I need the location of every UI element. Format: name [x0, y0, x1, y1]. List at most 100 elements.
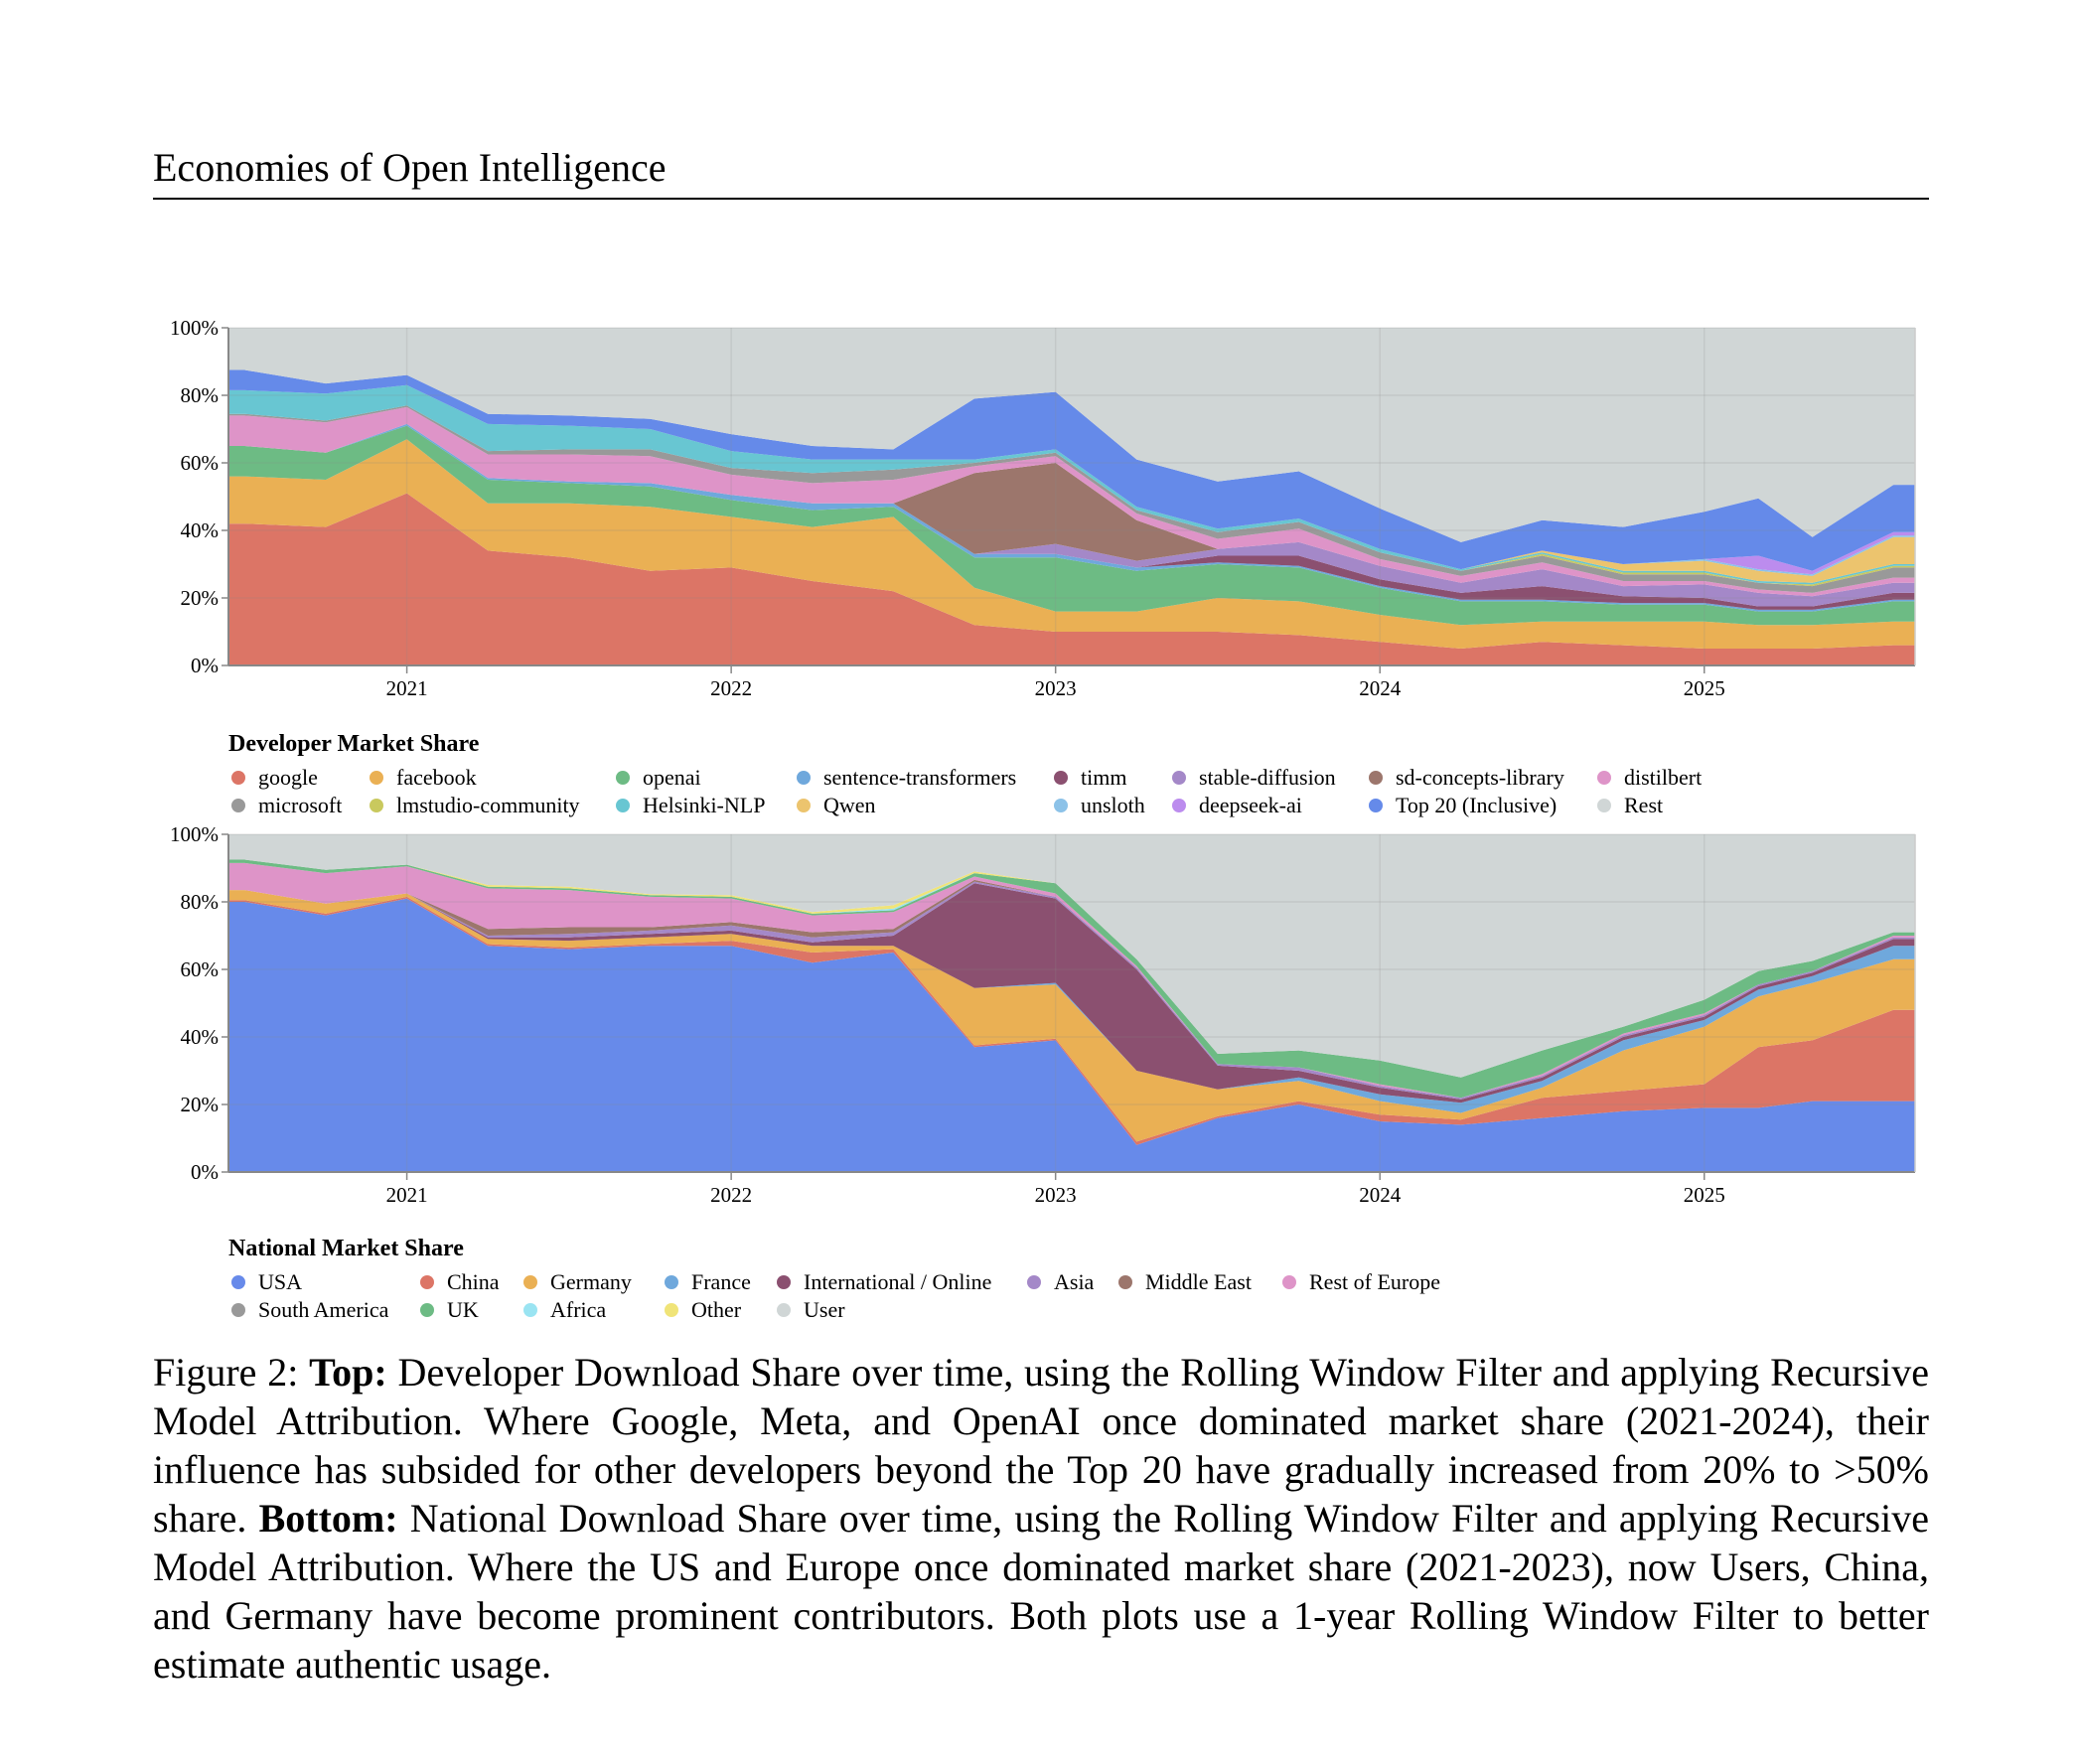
legend-item[interactable]: Asia	[1027, 1269, 1094, 1295]
x-tick-label: 2021	[386, 1183, 428, 1207]
caption-label: Figure 2:	[153, 1350, 310, 1395]
legend-swatch-icon	[231, 1303, 245, 1317]
legend-swatch-icon	[1369, 771, 1383, 785]
legend-label: sentence-transformers	[823, 765, 1017, 790]
y-tick-label: 100%	[170, 316, 219, 340]
legend-item[interactable]: Germany	[523, 1269, 632, 1295]
legend-label: Germany	[550, 1269, 632, 1294]
legend-label: microsoft	[258, 793, 343, 817]
x-tick-label: 2024	[1359, 676, 1402, 700]
area-microsoft	[228, 405, 1915, 593]
legend-item[interactable]: stable-diffusion	[1172, 765, 1336, 791]
area-facebook	[228, 439, 1915, 649]
legend-item[interactable]: sd-concepts-library	[1369, 765, 1564, 791]
area-france	[228, 890, 1915, 1113]
x-tick-label: 2023	[1035, 676, 1077, 700]
legend-item[interactable]: timm	[1054, 765, 1126, 791]
page-title: Economies of Open Intelligence	[153, 145, 667, 190]
area-uk	[228, 859, 1915, 1099]
legend-item[interactable]: microsoft	[231, 793, 342, 818]
legend-item[interactable]: Rest	[1597, 793, 1663, 818]
legend-swatch-icon	[1172, 799, 1186, 812]
legend-label: unsloth	[1081, 793, 1145, 817]
legend-item[interactable]: Rest of Europe	[1282, 1269, 1440, 1295]
legend-swatch-icon	[1027, 1275, 1041, 1289]
area-distilbert	[228, 406, 1915, 597]
y-tick-label: 60%	[181, 451, 220, 475]
area-usa	[228, 898, 1915, 1172]
legend-label: Rest	[1624, 793, 1664, 817]
legend-item[interactable]: facebook	[370, 765, 477, 791]
legend-label: stable-diffusion	[1199, 765, 1336, 790]
legend-label: France	[691, 1269, 751, 1294]
legend-item[interactable]: distilbert	[1597, 765, 1702, 791]
legend-item[interactable]: Other	[665, 1297, 741, 1323]
legend-label: Top 20 (Inclusive)	[1396, 793, 1558, 817]
legend-swatch-icon	[1282, 1275, 1296, 1289]
legend-swatch-icon	[616, 799, 630, 812]
legend-item[interactable]: Qwen	[797, 793, 876, 818]
caption-bottom-label: Bottom:	[258, 1496, 398, 1541]
legend-item[interactable]: International / Online	[777, 1269, 991, 1295]
area-openai	[228, 425, 1915, 626]
y-tick-label: 40%	[181, 518, 220, 542]
x-tick-label: 2024	[1359, 1183, 1402, 1207]
legend-item[interactable]: deepseek-ai	[1172, 793, 1302, 818]
legend-item[interactable]: unsloth	[1054, 793, 1145, 818]
area-google	[228, 493, 1915, 665]
y-tick-label: 20%	[181, 1093, 220, 1116]
legend-label: deepseek-ai	[1199, 793, 1302, 817]
x-tick-label: 2025	[1684, 676, 1725, 700]
legend-label: User	[804, 1297, 845, 1322]
legend-swatch-icon	[231, 799, 245, 812]
legend-label: google	[258, 765, 318, 790]
y-tick-label: 100%	[170, 822, 219, 846]
area-rest	[228, 328, 1915, 542]
area-user	[228, 834, 1915, 1078]
legend-swatch-icon	[231, 771, 245, 785]
legend-item[interactable]: France	[665, 1269, 751, 1295]
y-tick-label: 80%	[181, 383, 220, 407]
legend-title: National Market Share	[228, 1236, 464, 1261]
legend-swatch-icon	[797, 771, 811, 785]
area-helsinki-nlp	[228, 384, 1915, 585]
legend-swatch-icon	[1118, 1275, 1132, 1289]
legend-swatch-icon	[1369, 799, 1383, 812]
caption-bottom-text: National Download Share over time, using…	[153, 1496, 1929, 1687]
developer-share-chart: 0% 20% 40% 60% 80% 100% 2021 2022 2023 2024 2025	[170, 316, 1916, 700]
x-tick-label: 2022	[710, 676, 752, 700]
legend-item[interactable]: Middle East	[1118, 1269, 1252, 1295]
legend-item[interactable]: Helsinki-NLP	[616, 793, 765, 818]
legend-item[interactable]: UK	[420, 1297, 479, 1323]
legend-item[interactable]: lmstudio-community	[370, 793, 580, 818]
legend-swatch-icon	[420, 1275, 434, 1289]
legend-item[interactable]: sentence-transformers	[797, 765, 1016, 791]
legend-item[interactable]: China	[420, 1269, 500, 1295]
legend-item[interactable]: Top 20 (Inclusive)	[1369, 793, 1557, 818]
legend-label: International / Online	[804, 1269, 992, 1294]
legend-swatch-icon	[370, 799, 383, 812]
figure-caption: Figure 2: Top: Developer Download Share …	[153, 1348, 1929, 1689]
y-tick-label: 60%	[181, 957, 220, 981]
legend-label: Asia	[1054, 1269, 1095, 1294]
legend-label: distilbert	[1624, 765, 1703, 790]
legend-swatch-icon	[1054, 771, 1068, 785]
legend-item[interactable]: USA	[231, 1269, 302, 1295]
area-international-online	[228, 883, 1915, 1103]
legend-item[interactable]: Africa	[523, 1297, 606, 1323]
legend-label: South America	[258, 1297, 389, 1322]
x-tick-label: 2021	[386, 676, 428, 700]
legend-swatch-icon	[777, 1275, 791, 1289]
legend-label: facebook	[396, 765, 477, 790]
legend-item[interactable]: google	[231, 765, 318, 791]
caption-top-text: Developer Download Share over time, usin…	[153, 1350, 1930, 1541]
legend-item[interactable]: South America	[231, 1297, 388, 1323]
legend-label: Qwen	[823, 793, 876, 817]
legend-item[interactable]: User	[777, 1297, 845, 1323]
legend-title: Developer Market Share	[228, 731, 480, 757]
legend-swatch-icon	[1172, 771, 1186, 785]
caption-top-label: Top:	[309, 1350, 387, 1395]
x-tick-label: 2023	[1035, 1183, 1077, 1207]
legend-item[interactable]: openai	[616, 765, 701, 791]
x-tick-label: 2025	[1684, 1183, 1725, 1207]
